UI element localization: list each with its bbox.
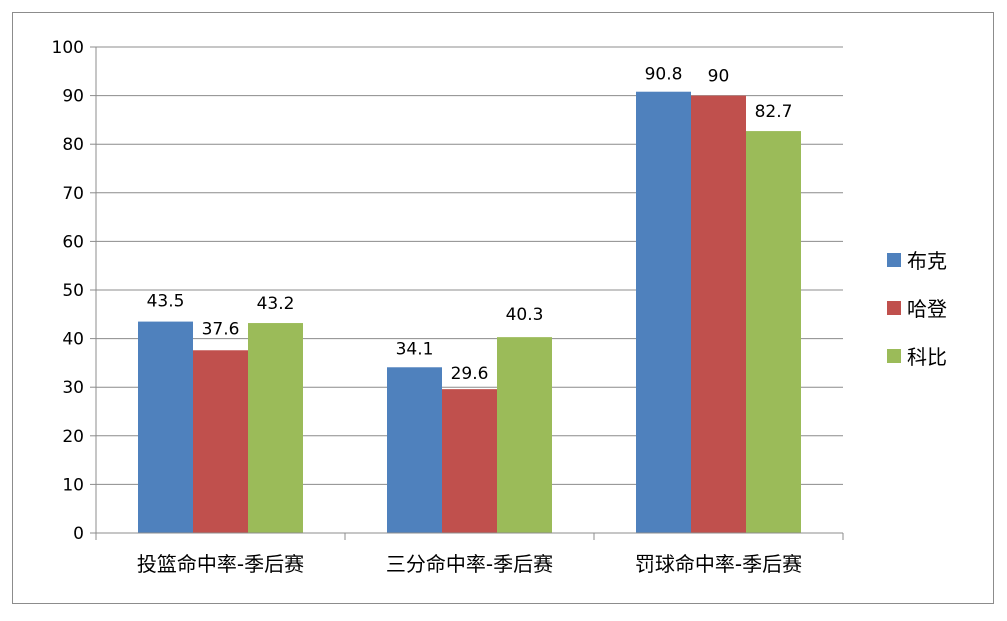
- data-label: 82.7: [755, 102, 793, 122]
- bar-哈登: [691, 95, 746, 533]
- y-tick-label: 90: [62, 87, 84, 107]
- y-tick-label: 70: [62, 184, 84, 204]
- y-tick-label: 0: [73, 524, 84, 544]
- legend-swatch: [887, 301, 901, 315]
- y-tick-label: 40: [62, 330, 84, 350]
- data-labels: 43.5 37.6 43.2 34.1 29.6 40.3 90.8 90 82.7: [147, 65, 793, 384]
- data-label: 90.8: [645, 65, 683, 85]
- y-tick-label: 100: [52, 38, 84, 58]
- legend-label: 布克: [907, 249, 947, 273]
- data-label: 43.2: [257, 294, 295, 314]
- y-tick-label: 60: [62, 232, 84, 252]
- axes: [90, 46, 844, 540]
- data-label: 29.6: [451, 364, 489, 384]
- y-tick-label: 50: [62, 281, 84, 301]
- bar-布克: [138, 321, 193, 533]
- legend-swatch: [887, 349, 901, 363]
- bar-布克: [636, 91, 691, 533]
- data-label: 90: [708, 67, 730, 87]
- bar-哈登: [442, 389, 497, 533]
- y-tick-label: 20: [62, 427, 84, 447]
- x-tick-label: 罚球命中率-季后赛: [635, 552, 802, 576]
- data-label: 37.6: [202, 319, 240, 339]
- data-label: 40.3: [506, 305, 544, 325]
- x-tick-label: 三分命中率-季后赛: [386, 552, 553, 576]
- bar-科比: [497, 337, 552, 533]
- legend-label: 哈登: [907, 297, 947, 321]
- bar-科比: [248, 323, 303, 533]
- y-tick-label: 10: [62, 475, 84, 495]
- y-tick-label: 80: [62, 135, 84, 155]
- bar-布克: [387, 367, 442, 533]
- data-label: 34.1: [396, 339, 434, 359]
- data-label: 43.5: [147, 292, 185, 312]
- bar-哈登: [193, 350, 248, 533]
- legend-label: 科比: [907, 345, 947, 369]
- legend-swatch: [887, 253, 901, 267]
- y-tick-label: 30: [62, 378, 84, 398]
- x-axis-ticks: 投篮命中率-季后赛 三分命中率-季后赛 罚球命中率-季后赛: [137, 552, 802, 576]
- y-axis-ticks: 0 10 20 30 40 50 60 70 80 90 100: [52, 38, 84, 544]
- bar-科比: [746, 131, 801, 533]
- bars: [138, 91, 801, 533]
- x-tick-label: 投篮命中率-季后赛: [137, 552, 304, 576]
